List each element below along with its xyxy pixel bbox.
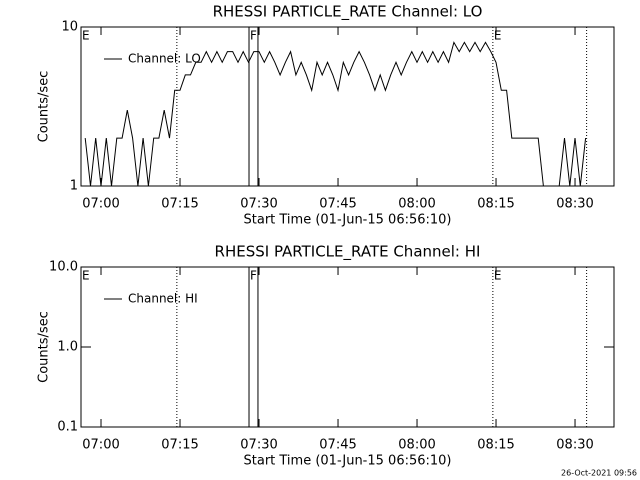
x-tick-label: 08:30 bbox=[556, 438, 593, 453]
chart-title: RHESSI PARTICLE_RATE Channel: LO bbox=[213, 3, 483, 22]
y-tick-label: 0.1 bbox=[57, 420, 78, 435]
x-tick-label: 08:15 bbox=[477, 438, 514, 453]
data-line bbox=[84, 41, 587, 187]
y-axis-label: Counts/sec bbox=[37, 311, 52, 383]
x-axis-label: Start Time (01-Jun-15 06:56:10) bbox=[244, 213, 452, 228]
x-tick-label: 08:15 bbox=[477, 197, 514, 212]
x-tick-label: 07:30 bbox=[240, 438, 277, 453]
x-tick-label: 08:30 bbox=[556, 197, 593, 212]
event-label: E bbox=[82, 29, 90, 43]
x-tick-label: 07:45 bbox=[319, 197, 356, 212]
x-tick-label: 07:15 bbox=[161, 438, 198, 453]
event-label: E bbox=[494, 269, 502, 283]
legend-label: Channel: HI bbox=[128, 292, 198, 306]
event-label: E bbox=[82, 269, 90, 283]
footer: 26-Oct-2021 09:56 bbox=[561, 469, 637, 478]
x-tick-label: 08:00 bbox=[398, 197, 435, 212]
x-axis-label: Start Time (01-Jun-15 06:56:10) bbox=[244, 454, 452, 469]
chart-title: RHESSI PARTICLE_RATE Channel: HI bbox=[215, 243, 481, 262]
y-axis-label: Counts/sec bbox=[37, 71, 52, 143]
x-tick-label: 07:45 bbox=[319, 438, 356, 453]
plot-frame bbox=[80, 26, 615, 187]
x-tick-label: 07:00 bbox=[82, 197, 119, 212]
x-tick-label: 07:15 bbox=[161, 197, 198, 212]
x-tick-label: 08:00 bbox=[398, 438, 435, 453]
event-label: F bbox=[250, 29, 257, 43]
event-label: F bbox=[250, 269, 257, 283]
y-tick-label: 10 bbox=[61, 20, 78, 35]
y-tick-label: 1 bbox=[70, 179, 78, 194]
y-tick-label: 10.0 bbox=[49, 260, 78, 275]
event-label: E bbox=[494, 29, 502, 43]
legend-label: Channel: LO bbox=[128, 52, 201, 66]
y-tick-label: 1.0 bbox=[57, 340, 78, 355]
x-tick-label: 07:30 bbox=[240, 197, 277, 212]
x-tick-label: 07:00 bbox=[82, 438, 119, 453]
